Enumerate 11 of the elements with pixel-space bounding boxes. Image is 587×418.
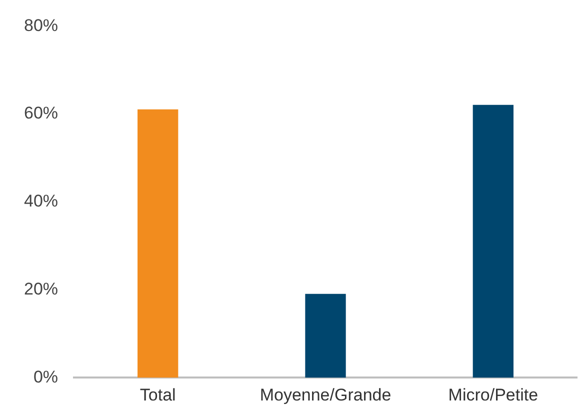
bar [305, 294, 346, 378]
bar [138, 109, 178, 378]
y-tick-label: 60% [24, 104, 58, 123]
y-tick-label: 40% [24, 192, 58, 211]
y-tick-label: 0% [33, 367, 58, 386]
bar [472, 104, 514, 378]
x-tick-label: Moyenne/Grande [260, 385, 392, 404]
x-tick-label: Micro/Petite [448, 385, 538, 404]
y-tick-label: 20% [24, 279, 58, 298]
y-tick-label: 80% [24, 16, 58, 35]
x-tick-label: Total [140, 385, 176, 404]
